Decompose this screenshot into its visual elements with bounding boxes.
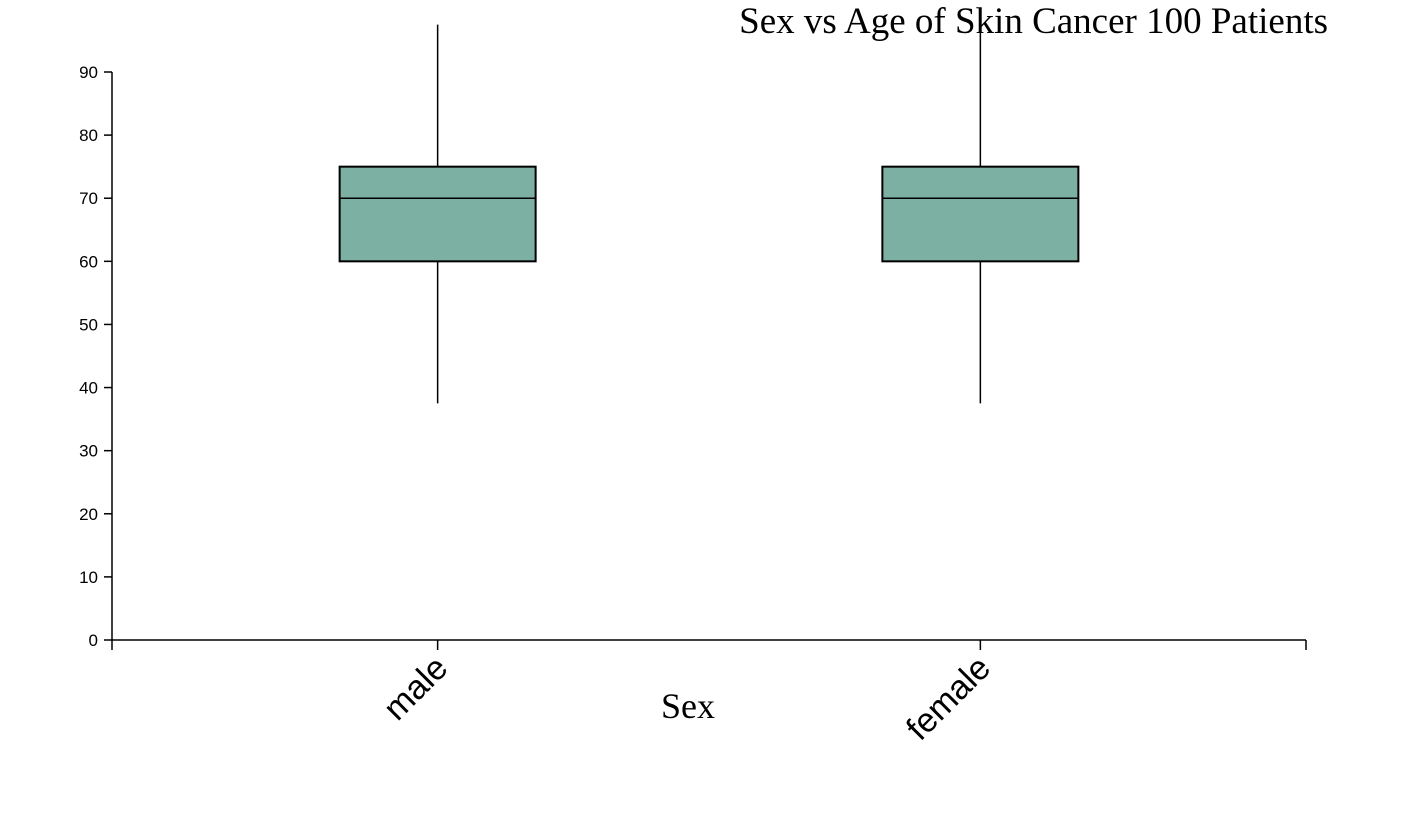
y-tick-label: 20 (79, 505, 98, 524)
y-tick-label: 0 (89, 631, 98, 650)
y-tick-label: 30 (79, 442, 98, 461)
y-tick-label: 40 (79, 379, 98, 398)
y-tick-label: 80 (79, 126, 98, 145)
y-tick-label: 10 (79, 568, 98, 587)
box (881, 165, 1080, 263)
chart-title: Sex vs Age of Skin Cancer 100 Patients (739, 1, 1328, 42)
box (338, 165, 537, 263)
x-tick-label: female (899, 649, 998, 748)
x-tick-label: male (376, 649, 455, 728)
y-tick-label: 70 (79, 189, 98, 208)
x-axis-label: Sex (661, 686, 715, 726)
y-tick-label: 50 (79, 315, 98, 334)
y-tick-label: 60 (79, 252, 98, 271)
y-tick-label: 90 (79, 63, 98, 82)
